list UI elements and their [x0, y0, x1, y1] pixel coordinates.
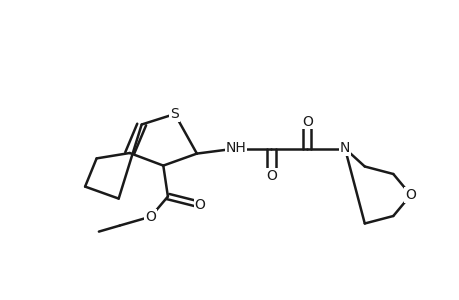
Text: O: O	[404, 188, 415, 202]
Text: S: S	[170, 107, 179, 121]
Text: N: N	[339, 142, 349, 155]
Text: O: O	[145, 210, 156, 224]
Text: NH: NH	[225, 142, 246, 155]
Text: O: O	[301, 115, 312, 128]
Text: O: O	[265, 169, 276, 182]
Text: O: O	[194, 198, 205, 212]
